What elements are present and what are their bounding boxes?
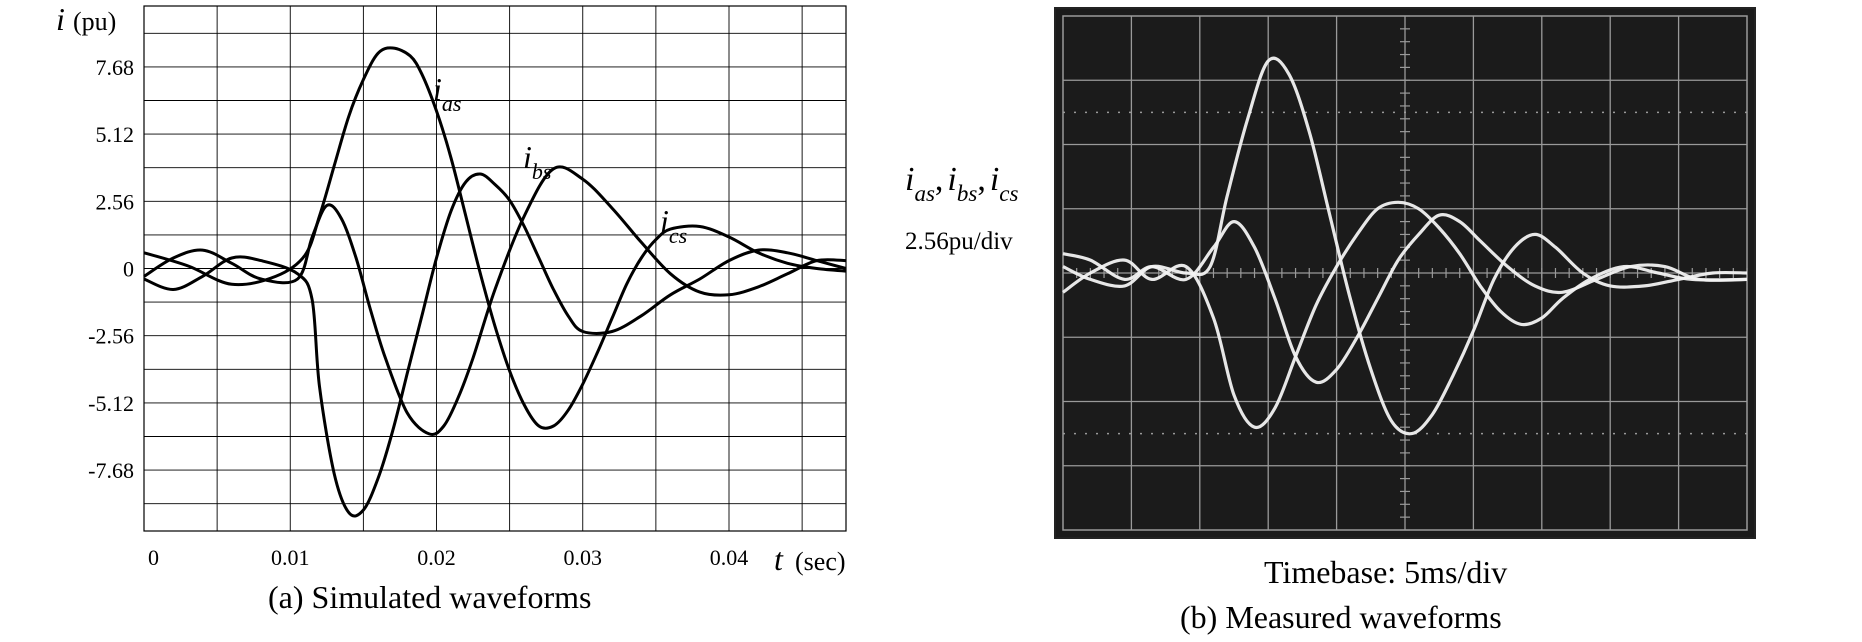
sim-xlabel-symbol: t	[774, 541, 784, 577]
sim-y-tick-label: -5.12	[88, 391, 134, 416]
scope-trace-as	[1062, 56, 1748, 436]
scope-traces	[1062, 56, 1748, 436]
sim-x-tick-label: 0.01	[271, 545, 310, 570]
sim-series-line-cs	[143, 165, 847, 436]
sim-series-line-bs	[143, 172, 847, 518]
sim-y-tick-label: -2.56	[88, 324, 134, 349]
sim-series	[143, 46, 847, 518]
sim-caption: (a) Simulated waveforms	[268, 579, 591, 615]
measured-panel: ias, ibs, ics 2.56pu/div Timebase: 5ms/div…	[905, 7, 1756, 635]
sim-xlabel-unit: (sec)	[795, 547, 846, 576]
sim-y-tick-label: 0	[123, 257, 134, 282]
scope-trace-cs	[1062, 213, 1748, 385]
meas-scale-label: 2.56pu/div	[905, 228, 1013, 255]
sim-x-tick-label: 0	[148, 545, 159, 570]
sim-ylabel-unit: (pu)	[73, 7, 116, 36]
sim-y-tick-label: 2.56	[96, 189, 135, 214]
sim-grid	[144, 6, 846, 531]
sim-series-line-as	[143, 46, 847, 430]
sim-ylabel-symbol: i	[56, 1, 65, 37]
sim-y-tick-label: 5.12	[96, 122, 135, 147]
sim-tick-labels: 7.68 5.12 2.56 0 -2.56 -5.12 -7.68 0 0.01 0.02 0.0…	[88, 55, 748, 570]
sim-y-tick-label: 7.68	[96, 55, 135, 80]
meas-ylabel: ias, ibs, ics	[905, 161, 1018, 206]
sim-x-tick-label: 0.04	[710, 545, 749, 570]
simulated-panel: 7.68 5.12 2.56 0 -2.56 -5.12 -7.68 0 0.01 0.02 0.0…	[56, 1, 847, 615]
sim-x-tick-label: 0.02	[417, 545, 456, 570]
meas-caption: (b) Measured waveforms	[1180, 599, 1502, 635]
sim-y-tick-label: -7.68	[88, 458, 134, 483]
sim-x-tick-label: 0.03	[564, 545, 603, 570]
meas-timebase: Timebase: 5ms/div	[1264, 554, 1507, 590]
